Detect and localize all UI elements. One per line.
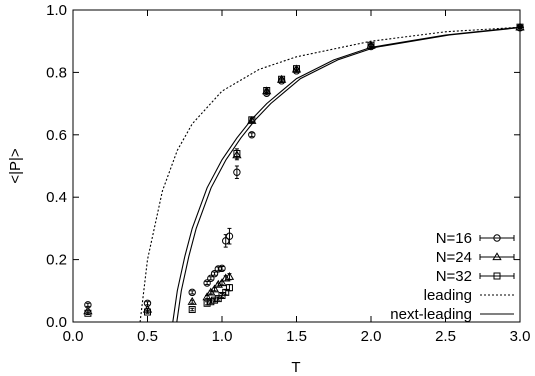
legend-label: next-leading xyxy=(390,306,472,323)
point-n-16 xyxy=(188,288,196,297)
legend-label: N=32 xyxy=(436,268,472,285)
point-n-16 xyxy=(248,131,256,139)
legend-label: N=16 xyxy=(436,230,472,247)
point-n-32 xyxy=(84,309,92,317)
point-n-32 xyxy=(367,41,375,49)
curve-leading xyxy=(139,26,521,323)
point-n-32 xyxy=(222,288,230,296)
point-n-16 xyxy=(214,265,222,273)
y-tick-label: 0.0 xyxy=(46,314,67,331)
y-tick-label: 0.4 xyxy=(46,189,67,206)
x-tick-label: 2.0 xyxy=(361,328,382,345)
y-tick-label: 0.2 xyxy=(46,252,67,269)
legend-label: leading xyxy=(424,287,472,304)
point-n-24 xyxy=(187,296,197,305)
y-tick-label: 1.0 xyxy=(46,2,67,19)
point-n-32 xyxy=(278,75,286,83)
point-n-32 xyxy=(188,306,196,314)
y-tick-label: 0.6 xyxy=(46,127,67,144)
point-n-24 xyxy=(209,284,220,293)
legend-marker xyxy=(493,234,501,242)
x-tick-label: 1.0 xyxy=(212,328,233,345)
point-n-32 xyxy=(233,150,241,158)
y-tick-label: 0.8 xyxy=(46,64,67,81)
point-n-16 xyxy=(222,237,230,245)
point-n-32 xyxy=(263,86,271,94)
point-n-16 xyxy=(233,168,241,176)
x-tick-label: 2.5 xyxy=(435,328,456,345)
point-n-24 xyxy=(213,279,223,288)
point-n-16 xyxy=(210,269,219,278)
point-n-16 xyxy=(225,232,234,240)
x-tick-label: 0.5 xyxy=(137,328,158,345)
point-n-24 xyxy=(221,273,231,282)
point-n-32 xyxy=(225,284,233,292)
legend-marker xyxy=(492,252,502,261)
point-n-16 xyxy=(207,274,215,283)
x-tick-label: 3.0 xyxy=(510,328,531,345)
legend-marker xyxy=(493,272,501,280)
point-n-24 xyxy=(217,278,227,287)
y-axis-title: <|P|> xyxy=(7,148,24,184)
point-n-24 xyxy=(247,115,257,124)
point-n-24 xyxy=(202,292,212,301)
point-n-16 xyxy=(203,279,211,287)
point-n-32 xyxy=(248,116,256,124)
x-tick-label: 0.0 xyxy=(63,328,84,345)
point-n-32 xyxy=(144,308,151,316)
point-n-24 xyxy=(224,271,235,280)
point-n-16 xyxy=(218,264,226,273)
point-n-32 xyxy=(516,23,524,31)
curve-next-leading-second xyxy=(176,26,525,323)
point-n-32 xyxy=(293,65,300,73)
legend-label: N=24 xyxy=(436,249,472,266)
x-axis-title: T xyxy=(291,359,300,376)
x-tick-label: 1.5 xyxy=(286,328,307,345)
